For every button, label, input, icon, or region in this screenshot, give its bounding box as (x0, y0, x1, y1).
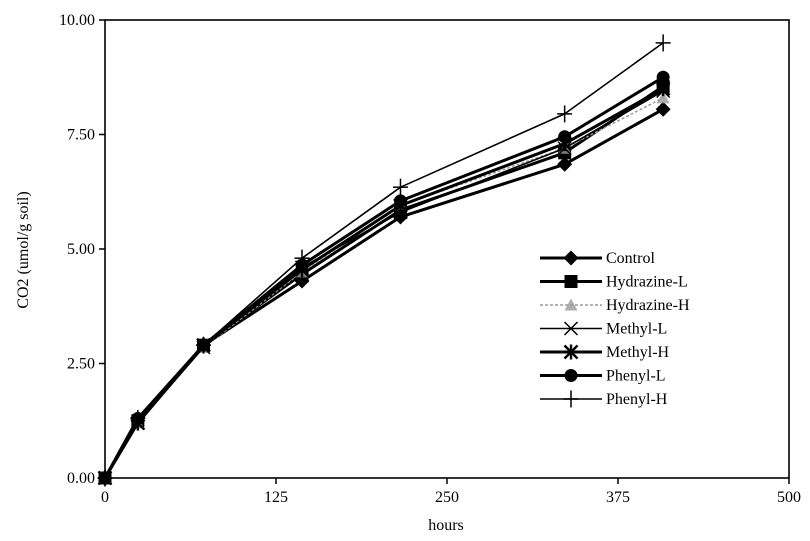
series-line (104, 90, 664, 479)
series-line (104, 42, 664, 479)
legend: Control Hydrazine-L Hydrazine-H Methyl-L Met… (540, 250, 690, 408)
series-phenyl-h (97, 34, 671, 487)
x-tick-label: 0 (101, 489, 109, 506)
legend-marker (564, 369, 578, 382)
data-point (97, 469, 113, 487)
y-axis-title: CO2 (umol/g soil) (15, 191, 32, 308)
legend-label: Control (606, 250, 655, 267)
x-tick-label: 250 (435, 489, 459, 506)
legend-marker (563, 321, 579, 336)
plot-frame (104, 19, 790, 479)
series-methyl-h (97, 81, 671, 486)
y-tick-label: 0.00 (67, 470, 95, 487)
data-point (130, 409, 146, 427)
data-point (294, 249, 310, 267)
legend-label: Hydrazine-H (606, 297, 690, 314)
x-tick-label: 125 (264, 489, 288, 506)
series-hydrazine-h (98, 91, 670, 484)
x-axis-title: hours (428, 517, 464, 534)
x-tick-label: 375 (606, 489, 630, 506)
data-point (655, 34, 671, 52)
y-tick-label: 10.00 (59, 12, 95, 29)
series-control (97, 101, 671, 486)
series-layer (97, 34, 671, 487)
legend-label: Methyl-H (606, 344, 670, 361)
legend-item: Hydrazine-H (540, 297, 690, 314)
data-point (656, 91, 670, 104)
legend-marker (564, 275, 578, 288)
legend-item: Hydrazine-L (540, 274, 688, 291)
data-point (195, 336, 211, 354)
legend-marker (564, 298, 578, 311)
series-line (103, 76, 664, 479)
legend-marker (563, 390, 579, 408)
x-axis-ticks: 0 125 250 375 500 (101, 478, 801, 506)
axes (104, 19, 790, 479)
data-point (393, 194, 407, 208)
legend-item: Methyl-L (540, 321, 667, 338)
x-tick-label: 500 (777, 489, 801, 506)
legend-item: Methyl-H (540, 344, 670, 361)
legend-item: Phenyl-L (540, 368, 666, 385)
data-point (392, 178, 408, 196)
legend-label: Methyl-L (606, 321, 667, 338)
series-methyl-l (97, 83, 671, 486)
y-tick-label: 2.50 (67, 356, 95, 373)
y-tick-label: 7.50 (67, 127, 95, 144)
data-point (558, 130, 572, 144)
legend-label: Phenyl-H (606, 391, 668, 408)
data-point (557, 156, 573, 172)
data-point (656, 70, 670, 84)
y-tick-label: 5.00 (67, 241, 95, 258)
legend-item: Control (540, 250, 655, 267)
legend-item: Phenyl-H (540, 390, 668, 408)
legend-marker (563, 250, 579, 266)
legend-label: Phenyl-L (606, 368, 666, 385)
legend-marker (563, 344, 579, 360)
data-point (655, 101, 671, 117)
legend-label: Hydrazine-L (606, 274, 688, 291)
series-line (103, 87, 664, 479)
series-line (103, 107, 664, 479)
y-axis-ticks: 0.00 2.50 5.00 7.50 10.00 (59, 12, 105, 487)
data-point (557, 105, 573, 123)
